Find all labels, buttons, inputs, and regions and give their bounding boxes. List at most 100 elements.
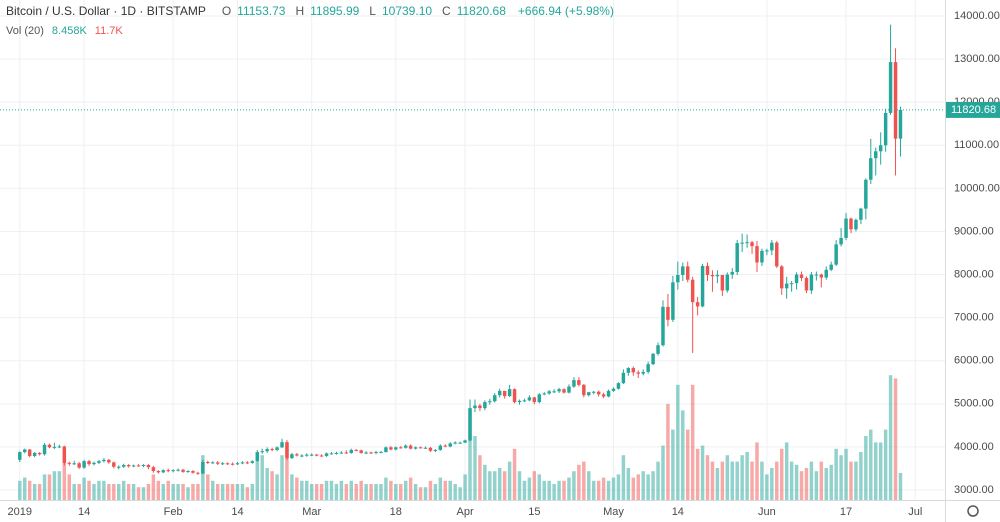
volume-bar: [394, 484, 398, 500]
candle-body: [408, 445, 413, 449]
volume-bar: [641, 471, 645, 500]
volume-ma: 11.7K: [94, 25, 123, 37]
volume-bar: [87, 480, 91, 500]
volume-bar: [789, 461, 794, 500]
candle-body: [448, 443, 452, 447]
candle-body: [47, 444, 52, 448]
settings-icon[interactable]: [967, 505, 979, 517]
candle-body: [646, 364, 650, 372]
candle-body: [389, 447, 393, 450]
candle-body: [126, 465, 131, 467]
volume-bar: [280, 455, 284, 500]
candle-body: [285, 442, 289, 459]
candle-body: [878, 145, 883, 152]
ohlc-value: 11895.99: [310, 4, 360, 18]
volume-bar: [497, 468, 502, 500]
candle-body: [374, 452, 378, 454]
candle-body: [587, 392, 591, 396]
candle-body: [23, 449, 27, 453]
candle-body: [636, 372, 640, 374]
volume-bar: [67, 474, 71, 500]
candle-body: [399, 447, 403, 449]
candle-body: [883, 112, 888, 146]
volume-bar: [423, 487, 428, 500]
volume-bar: [725, 455, 730, 500]
volume-bar: [557, 480, 561, 500]
volume-bar: [542, 480, 546, 500]
candle-body: [196, 472, 200, 474]
candle-body: [784, 283, 789, 289]
candle-body: [497, 390, 502, 396]
volume-bar: [260, 455, 264, 500]
candle-body: [715, 274, 720, 277]
volume-bar: [893, 378, 898, 500]
candle-body: [468, 408, 472, 441]
candle-body: [844, 218, 848, 238]
volume-bar: [408, 477, 413, 500]
volume-bar: [666, 404, 670, 500]
candle-body: [532, 397, 537, 403]
candle-body: [591, 391, 596, 393]
volume-bar: [483, 464, 487, 500]
volume-bar: [131, 484, 136, 500]
y-tick-label: 6000.00: [954, 355, 994, 367]
y-tick-label: 10000.00: [954, 182, 1000, 194]
volume-bar: [532, 471, 537, 500]
volume-bar: [305, 480, 309, 500]
volume-title[interactable]: Vol (20): [6, 25, 44, 37]
volume-bar: [369, 484, 373, 500]
candle-body: [369, 452, 373, 454]
volume-bar: [339, 480, 344, 500]
x-tick-label: 14: [672, 506, 684, 518]
volume-bar: [596, 480, 601, 500]
volume-bar: [176, 484, 180, 500]
volume-bar: [819, 461, 824, 500]
candle-body: [364, 452, 368, 454]
y-tick-label: 8000.00: [954, 268, 994, 280]
candle-body: [171, 470, 175, 472]
volume-bar: [265, 468, 269, 500]
ohlc-key: H: [295, 4, 305, 18]
candle-body: [700, 265, 705, 307]
candle-body: [270, 449, 274, 451]
volume-bar: [874, 442, 878, 500]
candle-body: [37, 452, 42, 455]
candle-body: [418, 447, 423, 449]
volume-bar: [473, 436, 477, 500]
volume-bar: [255, 461, 260, 500]
volume-bar: [32, 484, 37, 500]
candle-body: [765, 250, 769, 252]
volume-bar: [591, 480, 596, 500]
volume-bar: [438, 477, 443, 500]
candle-body: [77, 463, 81, 468]
volume-bar: [329, 480, 334, 500]
volume-bar: [141, 487, 146, 500]
x-tick-label: 14: [231, 506, 243, 518]
volume-bar: [587, 471, 591, 500]
volume-bar: [715, 468, 720, 500]
candle-body: [582, 384, 586, 396]
candle-body: [359, 450, 363, 453]
candle-body: [309, 454, 314, 456]
candle-body: [799, 274, 804, 278]
x-tick-label: May: [603, 506, 624, 518]
volume-bar: [651, 471, 655, 500]
volume-bar: [220, 484, 225, 500]
volume-bar: [42, 474, 47, 500]
volume-bar: [112, 484, 116, 500]
candle-body: [250, 461, 255, 463]
candle-body: [265, 449, 269, 452]
candle-body: [379, 452, 383, 454]
volume-bar: [399, 484, 403, 500]
candle-body: [507, 389, 512, 397]
symbol-title[interactable]: Bitcoin / U.S. Dollar · 1D · BITSTAMP: [6, 4, 206, 18]
candle-body: [493, 395, 497, 402]
candle-body: [522, 400, 527, 402]
candle-body: [112, 462, 116, 467]
candle-body: [438, 445, 443, 450]
volume-bar: [784, 442, 789, 500]
candle-body: [156, 471, 161, 473]
